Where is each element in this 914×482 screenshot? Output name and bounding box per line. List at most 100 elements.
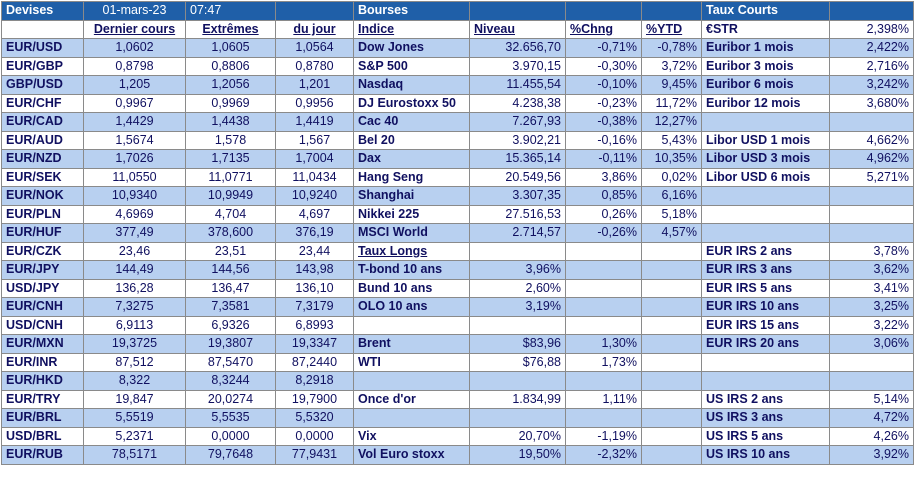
currency-pair: EUR/HUF <box>1 223 84 243</box>
market-ytd: 5,43% <box>641 130 702 150</box>
last-price: 136,28 <box>83 278 186 298</box>
market-change: -1,19% <box>565 426 642 446</box>
rate-value: 3,242% <box>829 75 914 95</box>
high-price: 4,704 <box>185 204 276 224</box>
col-chng: %Chng <box>565 19 642 39</box>
market-ytd: 3,72% <box>641 56 702 76</box>
last-price: 1,4429 <box>83 112 186 132</box>
currency-pair: EUR/AUD <box>1 130 84 150</box>
market-sheet: Devises 01-mars-23 07:47 Bourses Taux Co… <box>1 1 914 465</box>
rate-value <box>829 352 914 372</box>
currency-pair: EUR/HKD <box>1 371 84 391</box>
col-du-jour: du jour <box>275 19 354 39</box>
low-price: 77,9431 <box>275 445 354 465</box>
rate-name: Libor USD 3 mois <box>701 149 830 169</box>
market-level: 19,50% <box>469 445 566 465</box>
market-name: WTI <box>353 352 470 372</box>
last-price: 87,512 <box>83 352 186 372</box>
high-price: 1,2056 <box>185 75 276 95</box>
market-ytd <box>641 278 702 298</box>
high-price: 23,51 <box>185 241 276 261</box>
rate-name <box>701 112 830 132</box>
market-level: 32.656,70 <box>469 38 566 58</box>
time-cell: 07:47 <box>185 1 276 21</box>
header-row: Devises 01-mars-23 07:47 Bourses Taux Co… <box>1 1 914 21</box>
table-row: EUR/CAD 1,4429 1,4438 1,4419 Cac 40 7.267,93-… <box>1 112 914 132</box>
low-price: 1,201 <box>275 75 354 95</box>
rate-name <box>701 204 830 224</box>
col-niveau: Niveau <box>469 19 566 39</box>
market-change: -0,26% <box>565 223 642 243</box>
high-price: 1,7135 <box>185 149 276 169</box>
low-price: 7,3179 <box>275 297 354 317</box>
estr-value: 2,398% <box>829 19 914 39</box>
market-ytd: 0,02% <box>641 167 702 187</box>
rate-value <box>829 112 914 132</box>
low-price: 1,4419 <box>275 112 354 132</box>
market-level <box>469 315 566 335</box>
table-row: EUR/NOK 10,9340 10,9949 10,9240 Shanghai 3.30… <box>1 186 914 206</box>
table-row: EUR/SEK 11,0550 11,0771 11,0434 Hang Seng 20.… <box>1 167 914 187</box>
table-row: EUR/INR 87,512 87,5470 87,2440 WTI $76,88 1,73… <box>1 352 914 372</box>
market-name: Nikkei 225 <box>353 204 470 224</box>
header-empty-cell <box>275 1 354 21</box>
market-change: -0,30% <box>565 56 642 76</box>
rate-name: EUR IRS 2 ans <box>701 241 830 261</box>
low-price: 136,10 <box>275 278 354 298</box>
header-empty-cell <box>469 1 566 21</box>
currency-pair: EUR/SEK <box>1 167 84 187</box>
market-change: -2,32% <box>565 445 642 465</box>
market-ytd: 10,35% <box>641 149 702 169</box>
high-price: 136,47 <box>185 278 276 298</box>
market-name: Once d'or <box>353 389 470 409</box>
rate-value: 2,716% <box>829 56 914 76</box>
market-ytd: 9,45% <box>641 75 702 95</box>
currency-pair: USD/JPY <box>1 278 84 298</box>
table-row: EUR/BRL 5,5519 5,5535 5,5320 US IRS 3 ans 4,7… <box>1 408 914 428</box>
rate-value: 4,962% <box>829 149 914 169</box>
rate-name: US IRS 10 ans <box>701 445 830 465</box>
currency-pair: EUR/MXN <box>1 334 84 354</box>
table-row: GBP/USD 1,205 1,2056 1,201 Nasdaq 11.455,54 -0… <box>1 75 914 95</box>
market-name: T-bond 10 ans <box>353 260 470 280</box>
rate-value: 3,41% <box>829 278 914 298</box>
low-price: 0,8780 <box>275 56 354 76</box>
high-price: 87,5470 <box>185 352 276 372</box>
market-change: 0,85% <box>565 186 642 206</box>
rate-name: EUR IRS 15 ans <box>701 315 830 335</box>
table-row: EUR/GBP 0,8798 0,8806 0,8780 S&P 500 3.970,15… <box>1 56 914 76</box>
market-level: 27.516,53 <box>469 204 566 224</box>
high-price: 0,8806 <box>185 56 276 76</box>
rate-name <box>701 223 830 243</box>
market-level: $83,96 <box>469 334 566 354</box>
market-ytd <box>641 315 702 335</box>
market-ytd <box>641 260 702 280</box>
table-row: EUR/AUD 1,5674 1,578 1,567 Bel 20 3.902,21 -0,… <box>1 130 914 150</box>
currency-pair: EUR/NZD <box>1 149 84 169</box>
market-name: Taux Longs <box>353 241 470 261</box>
low-price: 143,98 <box>275 260 354 280</box>
currency-pair: EUR/INR <box>1 352 84 372</box>
market-ytd: -0,78% <box>641 38 702 58</box>
rate-name: EUR IRS 3 ans <box>701 260 830 280</box>
rate-name: US IRS 2 ans <box>701 389 830 409</box>
table-row: EUR/CZK 23,46 23,51 23,44 Taux Longs EUR IRS … <box>1 241 914 261</box>
rate-name: Euribor 3 mois <box>701 56 830 76</box>
low-price: 11,0434 <box>275 167 354 187</box>
market-change: 0,26% <box>565 204 642 224</box>
rate-value: 2,422% <box>829 38 914 58</box>
currency-pair: EUR/CAD <box>1 112 84 132</box>
rate-value: 5,14% <box>829 389 914 409</box>
last-price: 1,5674 <box>83 130 186 150</box>
rate-value: 3,06% <box>829 334 914 354</box>
rate-value: 3,62% <box>829 260 914 280</box>
bourses-header: Bourses <box>353 1 470 21</box>
low-price: 1,567 <box>275 130 354 150</box>
currency-pair: EUR/JPY <box>1 260 84 280</box>
market-ytd: 5,18% <box>641 204 702 224</box>
col-indice: Indice <box>353 19 470 39</box>
market-level: 2.714,57 <box>469 223 566 243</box>
market-change <box>565 408 642 428</box>
market-change <box>565 297 642 317</box>
last-price: 19,847 <box>83 389 186 409</box>
